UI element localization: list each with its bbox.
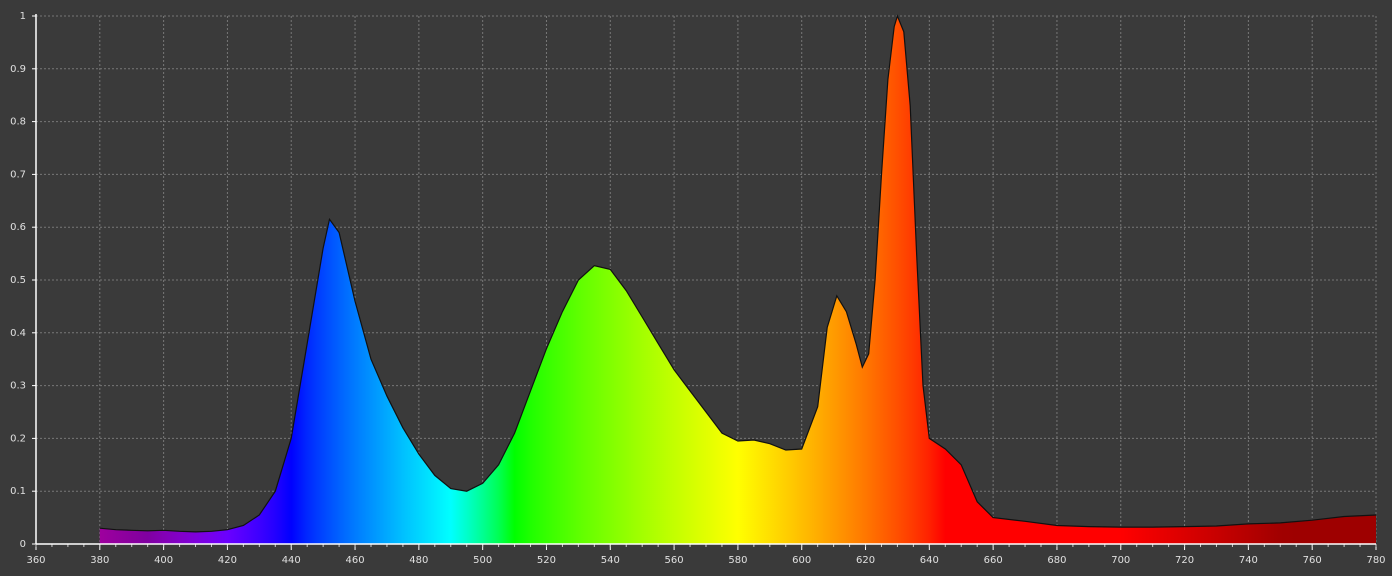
x-tick-label: 560 <box>665 555 684 566</box>
y-tick-label: 0.1 <box>10 486 26 497</box>
spectrum-line <box>99 14 1377 533</box>
x-tick-label: 500 <box>473 555 492 566</box>
y-tick-label: 1 <box>20 11 26 22</box>
y-tick-label: 0.5 <box>10 275 26 286</box>
x-tick-label: 480 <box>409 555 428 566</box>
y-tick-label: 0.8 <box>10 117 26 128</box>
y-tick-label: 0.7 <box>10 169 26 180</box>
x-tick-label: 360 <box>26 555 45 566</box>
y-tick-label: 0.9 <box>10 64 26 75</box>
x-tick-label: 660 <box>984 555 1003 566</box>
y-tick-label: 0.6 <box>10 222 26 233</box>
x-tick-label: 420 <box>218 555 237 566</box>
y-tick-label: 0.4 <box>10 328 26 339</box>
y-tick-label: 0.2 <box>10 433 26 444</box>
x-tick-label: 620 <box>856 555 875 566</box>
y-tick-label: 0.3 <box>10 381 26 392</box>
x-tick-label: 640 <box>920 555 939 566</box>
y-tick-label: 0 <box>20 539 26 550</box>
x-tick-label: 400 <box>154 555 173 566</box>
x-tick-label: 580 <box>728 555 747 566</box>
x-tick-label: 520 <box>537 555 556 566</box>
x-tick-label: 780 <box>1366 555 1385 566</box>
x-tick-label: 540 <box>601 555 620 566</box>
x-tick-label: 700 <box>1111 555 1130 566</box>
x-tick-label: 600 <box>792 555 811 566</box>
x-tick-label: 720 <box>1175 555 1194 566</box>
x-tick-label: 380 <box>90 555 109 566</box>
x-tick-label: 760 <box>1303 555 1322 566</box>
x-tick-label: 740 <box>1239 555 1258 566</box>
x-tick-label: 680 <box>1047 555 1066 566</box>
x-tick-label: 440 <box>282 555 301 566</box>
x-tick-label: 460 <box>346 555 365 566</box>
